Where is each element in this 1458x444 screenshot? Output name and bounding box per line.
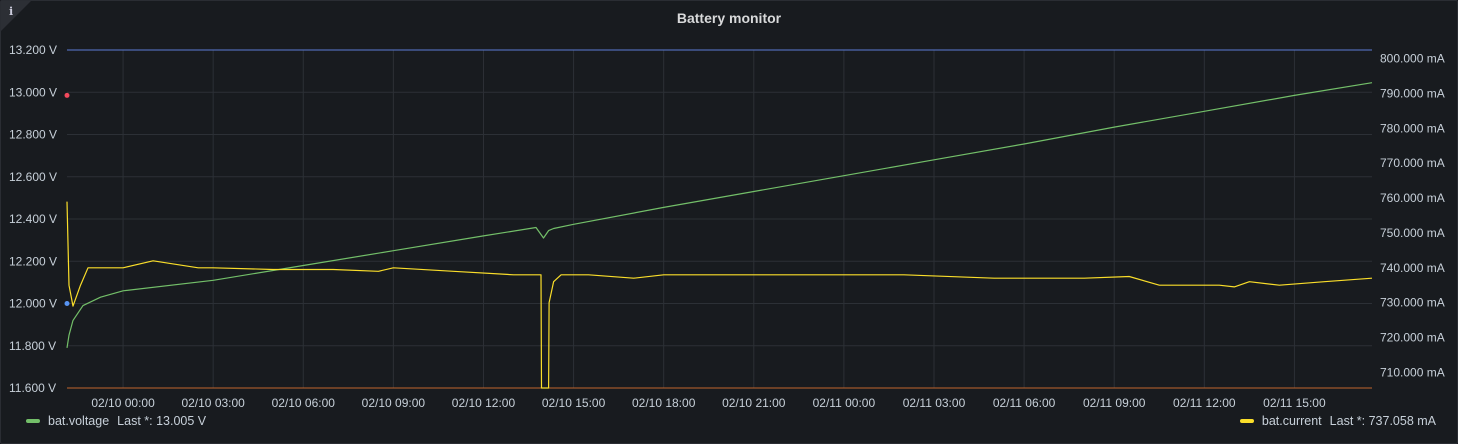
- series-lines: [66, 82, 1373, 389]
- info-icon[interactable]: i: [9, 5, 14, 18]
- y-tick-right: 740.000 mA: [1380, 261, 1445, 275]
- y-tick-left: 12.400 V: [9, 212, 57, 226]
- y-tick-left: 12.800 V: [9, 128, 57, 142]
- legend-item-current[interactable]: bat.current Last *: 737.058 mA: [1239, 414, 1436, 428]
- y-tick-right: 780.000 mA: [1380, 121, 1445, 135]
- x-tick: 02/11 06:00: [993, 396, 1056, 410]
- series-line-bat.current: [66, 201, 1373, 389]
- y-tick-right: 720.000 mA: [1380, 330, 1445, 344]
- y-tick-right: 750.000 mA: [1380, 226, 1445, 240]
- x-tick: 02/11 09:00: [1083, 396, 1146, 410]
- y-axis-right: 800.000 mA 790.000 mA 780.000 mA 770.000 mA…: [1380, 52, 1445, 380]
- x-tick: 02/11 15:00: [1263, 396, 1326, 410]
- axis-marker-dot: [64, 301, 70, 306]
- y-tick-left: 11.800 V: [9, 339, 56, 353]
- y-tick-right: 730.000 mA: [1380, 296, 1445, 310]
- x-tick: 02/10 03:00: [181, 396, 245, 410]
- y-tick-right: 770.000 mA: [1380, 156, 1445, 170]
- x-tick: 02/11 12:00: [1173, 396, 1236, 410]
- x-tick: 02/10 00:00: [91, 396, 155, 410]
- info-corner[interactable]: [1, 1, 31, 31]
- y-tick-right: 760.000 mA: [1380, 191, 1445, 205]
- legend-item-voltage[interactable]: bat.voltage Last *: 13.005 V: [26, 414, 206, 428]
- x-axis: 02/10 00:00 02/10 03:00 02/10 06:00 02/10 0…: [91, 396, 1326, 410]
- axis-markers: [64, 92, 70, 306]
- y-axis-left: 13.200 V 13.000 V 12.800 V 12.600 V 12.400 V…: [9, 43, 57, 395]
- y-tick-left: 13.000 V: [9, 85, 57, 99]
- legend-series-name[interactable]: bat.current: [1261, 414, 1322, 428]
- x-tick: 02/10 09:00: [362, 396, 426, 410]
- chart-grid: [67, 49, 1372, 389]
- y-tick-right: 790.000 mA: [1380, 87, 1445, 101]
- x-tick: 02/10 21:00: [722, 396, 786, 410]
- y-tick-right: 710.000 mA: [1380, 365, 1445, 379]
- panel-title[interactable]: Battery monitor: [676, 10, 782, 26]
- x-tick: 02/10 15:00: [542, 396, 606, 410]
- y-tick-left: 12.200 V: [9, 254, 57, 268]
- y-tick-left: 12.600 V: [9, 170, 57, 184]
- y-tick-left: 11.600 V: [9, 381, 56, 395]
- legend-last-value: Last *: 13.005 V: [117, 414, 207, 428]
- series-line-bat.voltage: [66, 82, 1373, 348]
- x-tick: 02/10 06:00: [272, 396, 336, 410]
- legend-swatch-current: [1239, 419, 1254, 423]
- x-tick: 02/10 18:00: [632, 396, 696, 410]
- axis-marker-dot: [64, 92, 70, 98]
- x-tick: 02/11 03:00: [903, 396, 966, 410]
- legend-series-name[interactable]: bat.voltage: [48, 414, 110, 428]
- x-tick: 02/10 12:00: [452, 396, 516, 410]
- legend-last-value: Last *: 737.058 mA: [1329, 414, 1436, 428]
- y-tick-left: 12.000 V: [9, 297, 57, 311]
- y-tick-right: 800.000 mA: [1380, 52, 1445, 66]
- y-tick-left: 13.200 V: [9, 43, 57, 57]
- x-tick: 02/11 00:00: [813, 396, 876, 410]
- legend-swatch-voltage: [26, 419, 40, 423]
